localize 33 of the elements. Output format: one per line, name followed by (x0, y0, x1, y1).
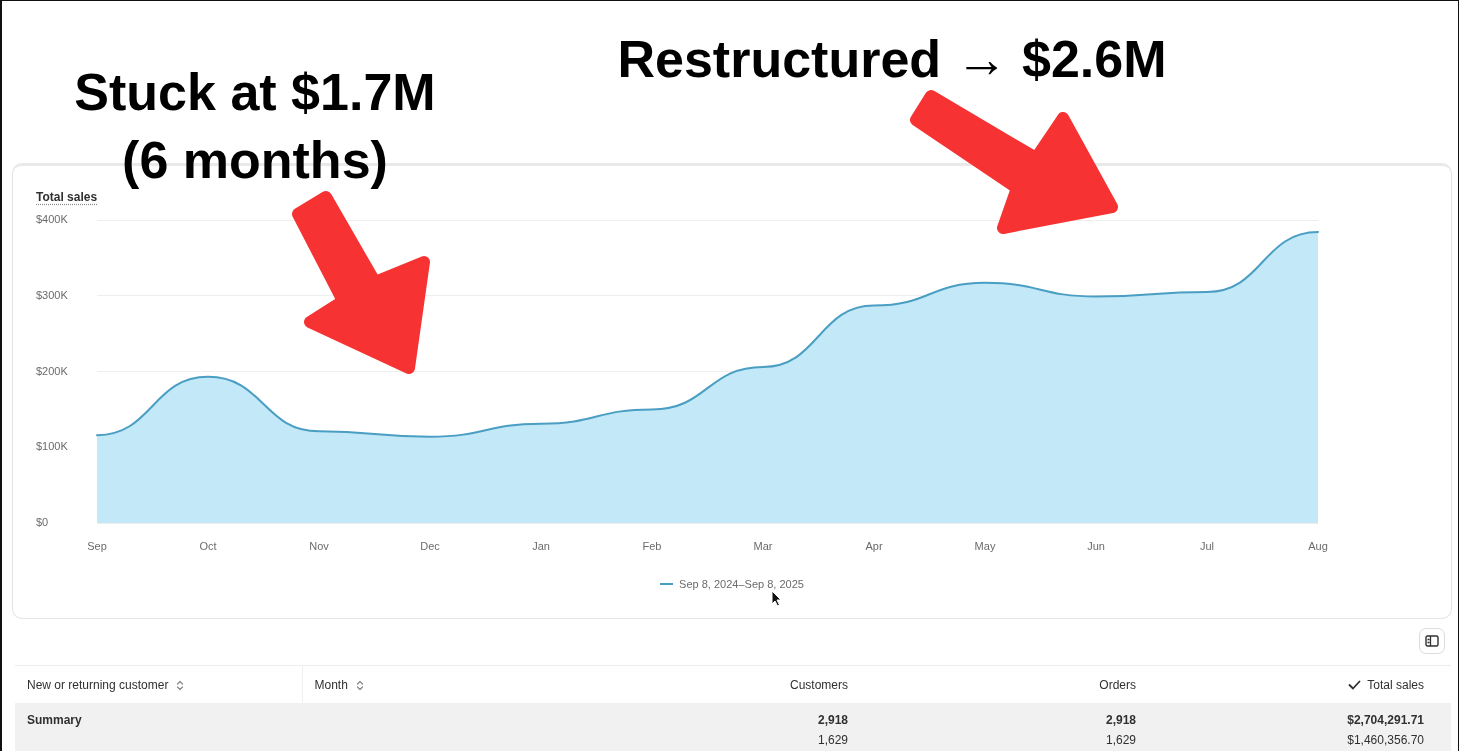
category-label: New or returning customer (27, 677, 169, 692)
x-tick-label: Jul (1199, 539, 1215, 552)
text: Summary (27, 713, 82, 727)
text: Stuck at $1.7M (6 months) (74, 63, 436, 189)
x-tick-label: Jun (1087, 539, 1105, 552)
x-tick-label: Mar (753, 539, 773, 552)
text: Restructured → $2.6M (616, 29, 1168, 90)
x-tick-label: May (974, 539, 996, 552)
x-tick-label: Sep (87, 539, 107, 552)
x-tick-label: Feb (642, 539, 662, 552)
y-tick-label: $0 (36, 516, 49, 529)
y-tick-label: $400K (36, 213, 69, 226)
y-tick-label: $200K (36, 364, 69, 377)
text: 1,629 (1105, 733, 1136, 747)
x-tick-label: Dec (420, 539, 441, 552)
text: 2,918 (817, 713, 848, 727)
text: 2,918 (1105, 713, 1136, 727)
chart-title: Total sales (36, 190, 98, 204)
x-tick-label: Jan (532, 539, 550, 552)
text: $1,460,356.70 (1347, 733, 1424, 747)
category-label: Orders (1099, 677, 1136, 692)
text: 1,629 (817, 733, 848, 747)
x-tick-label: Aug (1308, 539, 1328, 552)
x-tick-label: Apr (865, 539, 883, 552)
x-tick-label: Nov (309, 539, 330, 552)
category-label: Customers (789, 677, 848, 692)
legend-label: Sep 8, 2024–Sep 8, 2025 (679, 577, 804, 591)
category-label: Month (314, 677, 348, 692)
category-label: Total sales (1367, 677, 1424, 692)
x-tick-label: Oct (199, 539, 217, 552)
text: $2,704,291.71 (1347, 713, 1424, 727)
y-tick-label: $100K (36, 440, 69, 453)
y-tick-label: $300K (36, 288, 69, 301)
